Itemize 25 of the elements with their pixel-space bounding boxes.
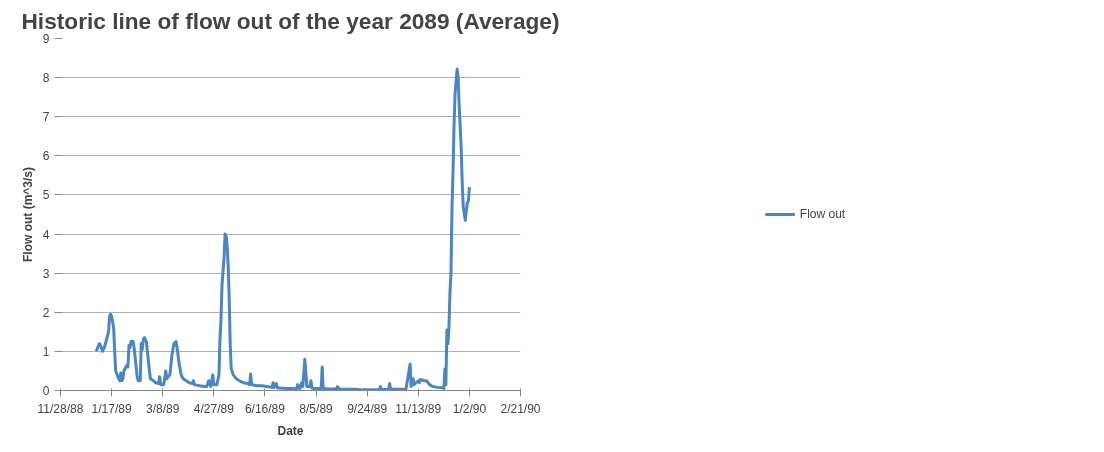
y-tick-label: 1 [42, 344, 50, 359]
y-tick-label: 7 [42, 110, 50, 125]
x-tick-label: 11/13/89 [395, 401, 442, 416]
legend-label: Flow out [799, 207, 846, 221]
y-tick-label: 0 [42, 384, 50, 398]
x-tick-label: 9/24/89 [347, 401, 388, 416]
x-axis-title: Date [277, 423, 304, 438]
x-tick-label: 2/21/90 [500, 401, 541, 416]
y-tick-label: 6 [42, 149, 50, 164]
line-series [94, 67, 471, 391]
y-tick-label: 4 [42, 227, 50, 242]
y-tick-label: 5 [42, 188, 50, 203]
x-tick-label: 11/28/88 [37, 401, 84, 416]
x-tick-label: 8/5/89 [299, 401, 334, 416]
x-tick-label: 3/8/89 [146, 401, 180, 416]
x-tick-label: 4/27/89 [193, 401, 235, 416]
y-tick-label: 2 [42, 305, 50, 320]
y-tick-label: 8 [42, 71, 50, 86]
x-tick-label: 1/17/89 [91, 401, 132, 416]
x-tick-label: 1/2/90 [452, 401, 487, 416]
y-tick-label: 9 [42, 32, 50, 46]
x-tick-label: 6/16/89 [244, 401, 286, 416]
chart-title: Historic line of flow out of the year 2089 (Average) [21, 7, 560, 34]
y-axis-title: Flow out (m^3/s) [20, 166, 35, 262]
y-tick-label: 3 [42, 266, 50, 281]
